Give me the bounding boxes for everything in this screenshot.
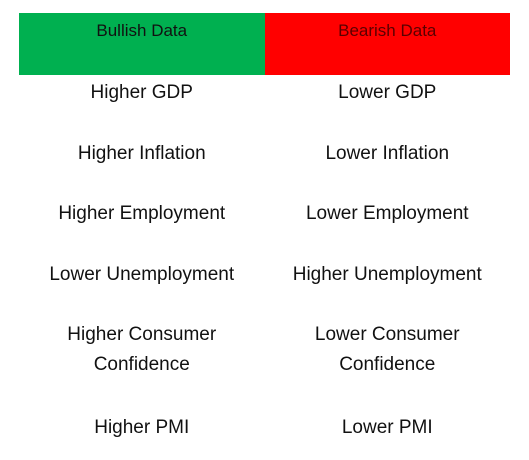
bullish-cell-line: Higher Consumer [67,324,217,345]
table-row: Lower Unemployment Higher Unemployment [19,260,510,320]
bearish-cell: Lower PMI [341,417,433,438]
bullish-cell: Higher Employment [58,203,226,224]
bearish-cell: Lower Inflation [325,143,450,164]
table-row: Higher PMI Lower PMI [19,413,510,453]
table-row: Higher Inflation Lower Inflation [19,139,510,199]
bearish-cell: Lower Consumer Confidence [265,320,511,380]
bearish-cell-line: Lower Consumer [314,324,460,345]
bearish-cell: Higher Unemployment [292,264,482,285]
bullish-cell-line: Confidence [93,354,190,375]
bullish-cell: Higher Consumer Confidence [19,320,265,380]
table-row: Higher GDP Lower GDP [19,75,510,139]
table-header: Bullish Data Bearish Data [19,13,510,75]
bullish-cell: Higher PMI [94,417,190,438]
bullish-cell: Higher GDP [90,82,193,103]
bearish-cell: Lower Employment [305,203,469,224]
bearish-header: Bearish Data [264,13,510,75]
bullish-header: Bullish Data [19,13,265,75]
bearish-cell: Lower GDP [338,82,437,103]
bearish-cell-line: Confidence [339,354,436,375]
bullish-bearish-table: Bullish Data Bearish Data Higher GDP Low… [19,13,510,453]
bullish-cell: Higher Inflation [77,143,206,164]
table-row: Higher Consumer Confidence Lower Consume… [19,320,510,413]
table-row: Higher Employment Lower Employment [19,199,510,260]
bullish-cell: Lower Unemployment [49,264,235,285]
